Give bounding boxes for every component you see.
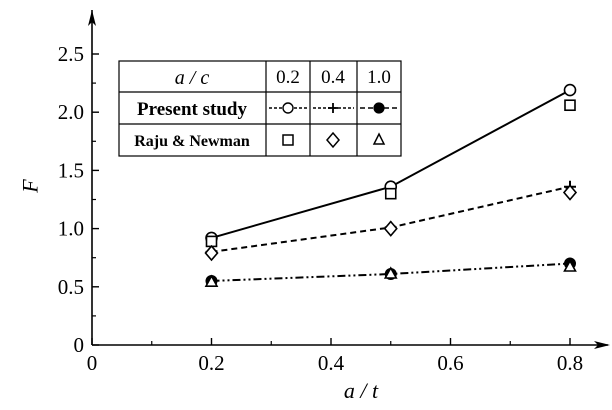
legend-row-label-raju: Raju & Newman bbox=[134, 133, 250, 150]
marker-series-4-point-1 bbox=[383, 220, 398, 237]
legend-col-label-0: 0.2 bbox=[276, 67, 300, 88]
marker-series-3-point-2 bbox=[564, 99, 576, 112]
legend-header-label: a / c bbox=[175, 67, 210, 89]
legend-table: a / c 0.2 0.4 1.0 Present study Raju & N… bbox=[118, 60, 402, 157]
y-tick-label: 2.5 bbox=[58, 42, 84, 66]
y-ticks: 0 0.5 1.0 1.5 2.0 2.5 bbox=[58, 42, 99, 357]
series-markers bbox=[204, 83, 578, 287]
legend-present-04 bbox=[313, 103, 354, 113]
x-tick-label: 0.2 bbox=[198, 351, 224, 375]
legend-raju-02 bbox=[282, 134, 294, 146]
y-tick-label: 0 bbox=[74, 333, 85, 357]
marker-series-5-point-1 bbox=[383, 266, 398, 279]
marker-series-4-point-0 bbox=[204, 244, 219, 262]
y-tick-label: 1.0 bbox=[58, 217, 84, 241]
marker-series-0-point-2 bbox=[563, 83, 577, 97]
marker-series-5-point-0 bbox=[204, 274, 219, 287]
legend-col-label-1: 0.4 bbox=[321, 67, 345, 88]
x-axis-arrow bbox=[594, 341, 610, 349]
legend-present-10 bbox=[360, 102, 398, 114]
y-tick-label: 1.5 bbox=[58, 158, 84, 182]
legend-raju-04 bbox=[326, 131, 340, 149]
x-tick-label: 0.8 bbox=[557, 351, 583, 375]
axes bbox=[88, 10, 610, 349]
x-tick-label: 0.6 bbox=[437, 351, 463, 375]
y-tick-label: 0.5 bbox=[58, 275, 84, 299]
x-axis-title: a / t bbox=[344, 378, 379, 403]
x-tick-label: 0.4 bbox=[318, 351, 345, 375]
y-axis-arrow bbox=[88, 10, 96, 26]
marker-series-3-point-1 bbox=[384, 187, 397, 200]
y-tick-label: 2.0 bbox=[58, 100, 84, 124]
legend-col-label-2: 1.0 bbox=[367, 67, 391, 88]
y-axis-title: F bbox=[18, 179, 43, 194]
legend-row-label-present: Present study bbox=[137, 99, 247, 120]
marker-series-5-point-2 bbox=[563, 259, 577, 272]
x-ticks: 0 0.2 0.4 0.6 0.8 bbox=[87, 338, 583, 375]
legend-raju-10 bbox=[372, 132, 386, 145]
legend-present-02 bbox=[269, 102, 307, 114]
x-tick-label: 0 bbox=[87, 351, 98, 375]
marker-series-4-point-2 bbox=[562, 184, 578, 201]
